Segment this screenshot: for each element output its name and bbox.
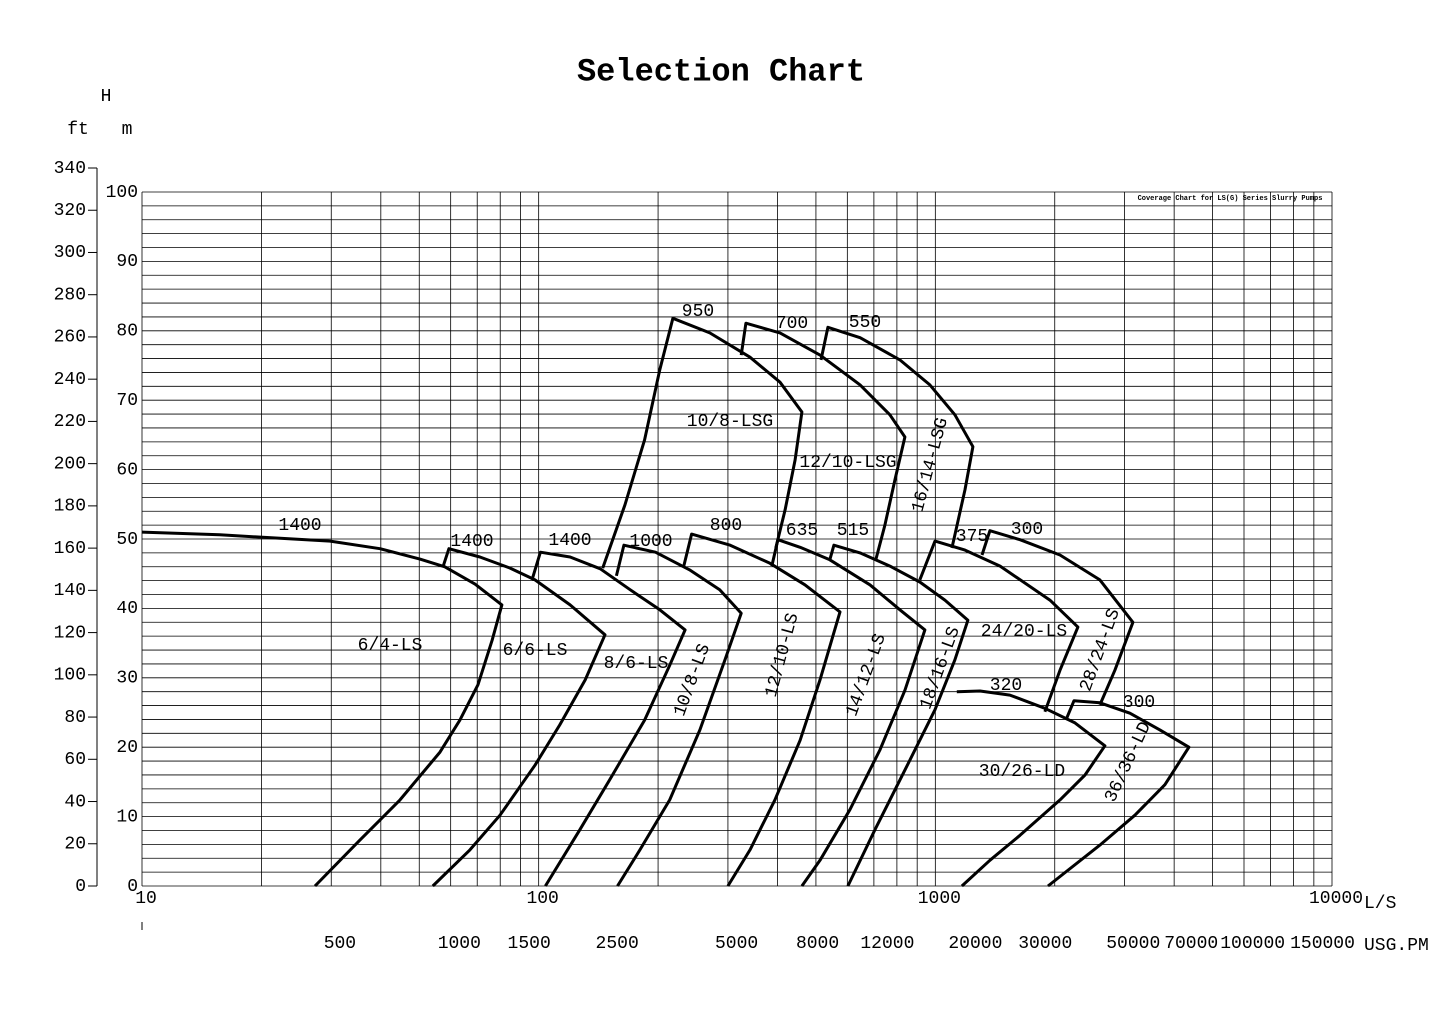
pump-name: 16/14-LSG xyxy=(908,416,952,515)
y2-tick-label: 160 xyxy=(54,539,86,559)
pump-curve xyxy=(601,316,804,569)
speed-label: 1400 xyxy=(450,532,493,552)
pump-curve xyxy=(770,538,927,887)
x2-tick-label: 12000 xyxy=(860,934,914,954)
pump-name: 6/6-LS xyxy=(503,641,568,661)
y-tick-label: 100 xyxy=(106,183,138,203)
speed-label: 375 xyxy=(956,527,988,547)
y-axis-label: H xyxy=(101,87,112,107)
x-tick-label: 10 xyxy=(135,889,157,909)
x2-tick-label: 5000 xyxy=(715,934,758,954)
y-unit: m xyxy=(122,120,133,140)
x2-tick-label: 8000 xyxy=(796,934,839,954)
y2-tick-label: 20 xyxy=(64,835,86,855)
x2-tick-label: 30000 xyxy=(1018,934,1072,954)
speed-label: 1000 xyxy=(629,532,672,552)
y-tick-label: 0 xyxy=(127,877,138,897)
pump-curve xyxy=(431,547,607,888)
y-tick-label: 10 xyxy=(116,807,138,827)
speed-label: 300 xyxy=(1123,693,1155,713)
pump-curve xyxy=(682,532,842,887)
y-tick-label: 40 xyxy=(116,599,138,619)
pump-curve xyxy=(918,539,1080,713)
pump-name: 12/10-LS xyxy=(762,611,804,700)
pump-curve xyxy=(614,543,743,887)
y2-tick-label: 120 xyxy=(54,623,86,643)
pump-name: 30/26-LD xyxy=(979,762,1065,782)
y-tick-label: 80 xyxy=(116,322,138,342)
x2-unit: USG.PM xyxy=(1364,936,1429,956)
y-tick-label: 90 xyxy=(116,252,138,272)
pump-curve xyxy=(530,550,687,887)
pump-name: 36/36-LD xyxy=(1101,719,1156,806)
speed-label: 320 xyxy=(990,676,1022,696)
y2-tick-label: 140 xyxy=(54,581,86,601)
pump-curve xyxy=(739,321,907,561)
pump-name: 14/12-LS xyxy=(843,631,891,719)
pump-name: 8/6-LS xyxy=(604,654,669,674)
x2-tick-label: 70000 xyxy=(1164,934,1218,954)
pump-curve xyxy=(828,543,970,887)
x2-tick-label: 150000 xyxy=(1290,934,1355,954)
pump-name: 12/10-LSG xyxy=(799,453,896,473)
y2-tick-label: 320 xyxy=(54,201,86,221)
x2-tick-label: 500 xyxy=(324,934,356,954)
x2-tick-label: 2500 xyxy=(596,934,639,954)
chart-title: Selection Chart xyxy=(577,53,865,90)
speed-label: 635 xyxy=(786,521,818,541)
y2-tick-label: 80 xyxy=(64,708,86,728)
x2-tick-label: 1500 xyxy=(508,934,551,954)
x2-tick-label: 1000 xyxy=(438,934,481,954)
speed-label: 550 xyxy=(849,313,881,333)
pump-curve xyxy=(980,529,1135,706)
y2-tick-label: 280 xyxy=(54,285,86,305)
y2-unit: ft xyxy=(67,120,89,140)
y-tick-label: 20 xyxy=(116,738,138,758)
y2-tick-label: 0 xyxy=(75,877,86,897)
speed-label: 950 xyxy=(682,302,714,322)
y2-tick-label: 180 xyxy=(54,497,86,517)
x2-tick-label: 20000 xyxy=(948,934,1002,954)
pump-curve xyxy=(1047,699,1191,888)
speed-label: 1400 xyxy=(548,531,591,551)
x2-tick-label: 50000 xyxy=(1106,934,1160,954)
y2-tick-label: 260 xyxy=(54,328,86,348)
y2-tick-label: 200 xyxy=(54,454,86,474)
speed-label: 515 xyxy=(837,521,869,541)
pump-name: 6/4-LS xyxy=(358,636,423,656)
x-unit: L/S xyxy=(1364,894,1396,914)
speed-label: 800 xyxy=(710,516,742,536)
pump-curve xyxy=(141,530,504,888)
y2-tick-label: 240 xyxy=(54,370,86,390)
y-tick-label: 70 xyxy=(116,391,138,411)
speed-label: 1400 xyxy=(278,516,321,536)
y2-tick-label: 40 xyxy=(64,792,86,812)
y2-tick-label: 300 xyxy=(54,243,86,263)
y2-tick-label: 100 xyxy=(54,666,86,686)
speed-label: 300 xyxy=(1011,520,1043,540)
x-tick-label: 10000 xyxy=(1309,889,1363,909)
pump-curve xyxy=(956,689,1107,888)
annotation: Coverage Chart for LS(G) Series Slurry P… xyxy=(1138,195,1323,203)
speed-label: 700 xyxy=(776,314,808,334)
pump-name: 24/20-LS xyxy=(981,622,1067,642)
y-tick-label: 50 xyxy=(116,530,138,550)
pump-name: 10/8-LSG xyxy=(687,412,773,432)
y2-tick-label: 340 xyxy=(54,159,86,179)
pump-curve xyxy=(819,325,975,549)
y-tick-label: 60 xyxy=(116,460,138,480)
y2-tick-label: 220 xyxy=(54,412,86,432)
y-tick-label: 30 xyxy=(116,669,138,689)
y2-tick-label: 60 xyxy=(64,750,86,770)
x-tick-label: 1000 xyxy=(918,889,961,909)
x-tick-label: 100 xyxy=(526,889,558,909)
x2-tick-label: 100000 xyxy=(1220,934,1285,954)
